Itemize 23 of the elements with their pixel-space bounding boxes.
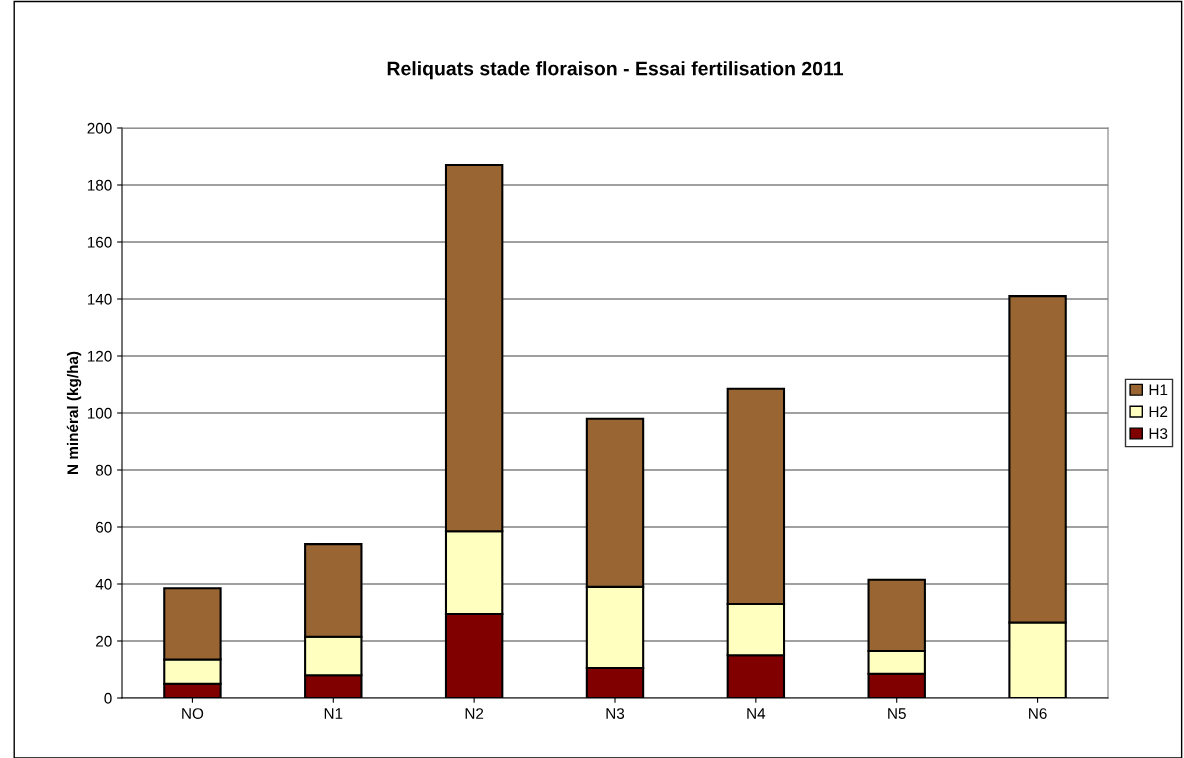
y-tick-label: 160 (87, 236, 112, 248)
x-tick-label: N5 (888, 708, 906, 719)
y-tick-label: 200 (87, 122, 112, 134)
chart-title: Reliquats stade floraison - Essai fertilisation 2011 (387, 61, 844, 80)
x-tick-label: N4 (747, 708, 766, 719)
x-tick-label: N2 (465, 708, 484, 719)
x-tick-label: N1 (324, 708, 343, 719)
y-tick-label: 40 (95, 578, 112, 590)
y-tick-label: 80 (95, 464, 112, 476)
x-tick-label: NO (182, 708, 204, 719)
legend-label: H3 (1149, 428, 1168, 439)
y-tick-label: 140 (87, 293, 112, 305)
y-tick-label: 100 (87, 407, 112, 419)
x-tick-label: N3 (606, 708, 625, 719)
y-tick-label: 180 (87, 179, 112, 191)
y-tick-label: 20 (96, 635, 112, 647)
legend-label: H2 (1149, 406, 1168, 417)
y-tick-label: 0 (104, 692, 112, 704)
legend-label: H1 (1149, 384, 1168, 396)
y-tick-label: 60 (96, 521, 112, 533)
y-axis-title: N minéral (kg/ha) (66, 351, 82, 474)
x-tick-label: N6 (1029, 708, 1047, 719)
y-tick-label: 120 (87, 350, 112, 362)
